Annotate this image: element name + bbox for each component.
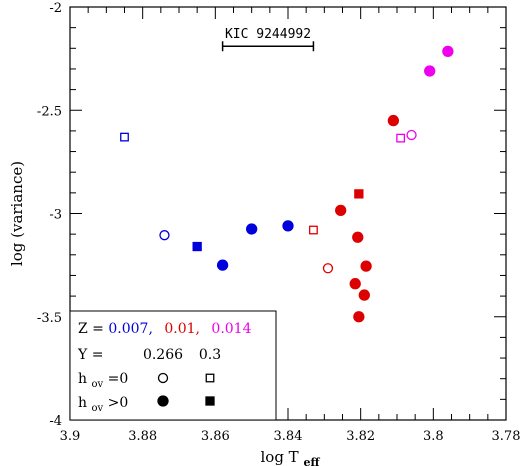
legend-hovpos-label: h ov >0 — [78, 395, 128, 415]
data-point-open-square — [120, 132, 129, 142]
legend-z-magenta: 0.014 — [211, 321, 251, 337]
legend-y-label: Y = — [77, 347, 103, 363]
tick-labels: 3.9 3.88 3.86 3.84 3.82 3.8 3.78 -4 -3.5 -3 -2.5 -2 — [37, 1, 520, 444]
data-point-filled-square — [192, 241, 202, 252]
x-tick-label: 3.84 — [274, 429, 303, 444]
y-tick-label: -3 — [49, 208, 62, 223]
legend-hovpos-main: h — [78, 395, 87, 411]
x-axis-label-main: log T — [260, 448, 298, 466]
x-tick-label: 3.78 — [492, 429, 520, 444]
data-point-filled-circle — [352, 231, 364, 243]
legend-box — [69, 310, 277, 421]
data-points — [120, 45, 454, 323]
data-point-filled-circle — [358, 289, 370, 301]
data-point-filled-circle — [442, 45, 454, 58]
x-tick-label: 3.9 — [60, 429, 81, 444]
data-point-filled-circle — [335, 204, 347, 217]
data-point-filled-square — [354, 189, 364, 199]
legend-open-circle — [157, 372, 169, 384]
data-point-filled-circle — [349, 278, 361, 290]
legend-hov0-sub: ov — [91, 379, 103, 390]
legend-hovpos-rest: >0 — [108, 395, 129, 411]
x-axis-label: log T eff — [260, 448, 320, 466]
data-point-open-circle — [322, 263, 334, 274]
legend-hov0-main: h — [78, 371, 87, 387]
legend-hov0-label: h ov =0 — [78, 371, 128, 391]
kic-label: KIC 9244992 — [225, 27, 311, 42]
legend-hov0-rest: =0 — [108, 371, 129, 387]
y-tick-label: -2.5 — [37, 104, 62, 119]
data-point-open-circle — [406, 129, 417, 141]
y-tick-label: -4 — [49, 414, 62, 429]
legend-open-square — [205, 373, 215, 383]
y-axis-label: log (variance) — [8, 161, 26, 266]
kic-annotation: KIC 9244992 — [221, 27, 315, 52]
data-point-open-circle — [159, 230, 170, 241]
x-tick-label: 3.8 — [423, 429, 444, 444]
x-tick-label: 3.86 — [201, 429, 230, 444]
data-point-filled-circle — [424, 65, 436, 77]
data-point-filled-circle — [246, 223, 258, 235]
data-point-open-square — [309, 225, 318, 235]
data-point-filled-circle — [353, 311, 365, 323]
legend-hovpos-sub: ov — [91, 403, 103, 414]
x-tick-label: 3.88 — [128, 429, 157, 444]
legend-y-value-0266: 0.266 — [143, 347, 183, 363]
x-tick-label: 3.82 — [346, 429, 375, 444]
legend-filled-square — [205, 396, 215, 406]
legend-y-value-03: 0.3 — [199, 347, 221, 363]
legend-z-red: 0.01, — [164, 321, 200, 337]
legend-z-blue: 0.007, — [108, 321, 153, 337]
legend-z-row: Z = 0.007, 0.01, 0.014 — [78, 321, 252, 337]
plot-frame — [69, 6, 507, 421]
legend-z-prefix: Z = — [78, 321, 108, 337]
legend: Z = 0.007, 0.01, 0.014 Y = 0.266 0.3 h o… — [69, 310, 277, 421]
y-tick-label: -2 — [49, 1, 62, 16]
x-axis-label-sub: eff — [303, 456, 320, 466]
data-point-filled-circle — [387, 114, 400, 127]
data-point-filled-circle — [360, 260, 372, 272]
data-point-open-square — [396, 133, 406, 143]
y-tick-label: -3.5 — [37, 311, 62, 326]
legend-filled-circle — [157, 395, 169, 407]
legend-markers — [157, 372, 215, 407]
data-point-filled-circle — [216, 259, 229, 271]
data-point-filled-circle — [282, 220, 294, 232]
